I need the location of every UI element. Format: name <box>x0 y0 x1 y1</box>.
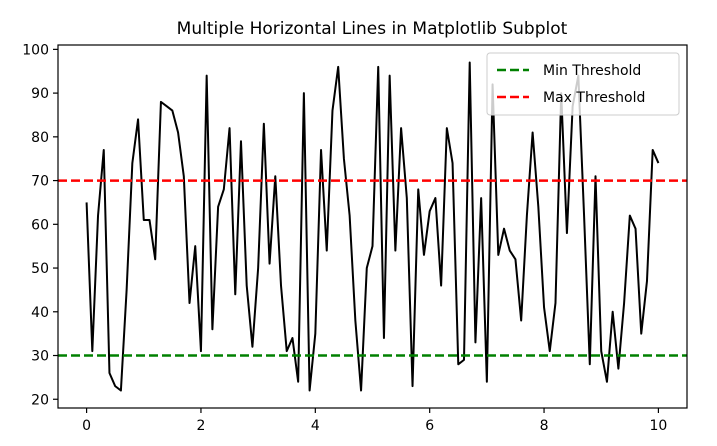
y-tick-label: 50 <box>31 261 49 277</box>
legend-box <box>486 52 680 116</box>
y-tick-label: 20 <box>31 392 49 408</box>
axes-frame <box>57 44 688 409</box>
x-tick-label: 8 <box>540 418 549 434</box>
legend-label-1: Max Threshold <box>543 90 645 106</box>
x-tick-label: 6 <box>425 418 434 434</box>
y-tick-label: 80 <box>31 130 49 146</box>
x-tick-label: 0 <box>82 418 91 434</box>
y-tick-label: 60 <box>31 217 49 233</box>
y-tick-label: 90 <box>31 86 49 102</box>
x-tick-label: 10 <box>649 418 667 434</box>
x-tick-label: 2 <box>196 418 205 434</box>
y-tick-label: 70 <box>31 174 49 190</box>
chart-title: Multiple Horizontal Lines in Matplotlib … <box>177 19 568 39</box>
legend-label-0: Min Threshold <box>543 63 641 79</box>
y-tick-label: 100 <box>22 42 49 58</box>
series-line-0 <box>85 61 660 392</box>
y-tick-label: 40 <box>31 305 49 321</box>
y-tick-label: 30 <box>31 349 49 365</box>
x-tick-label: 4 <box>311 418 320 434</box>
